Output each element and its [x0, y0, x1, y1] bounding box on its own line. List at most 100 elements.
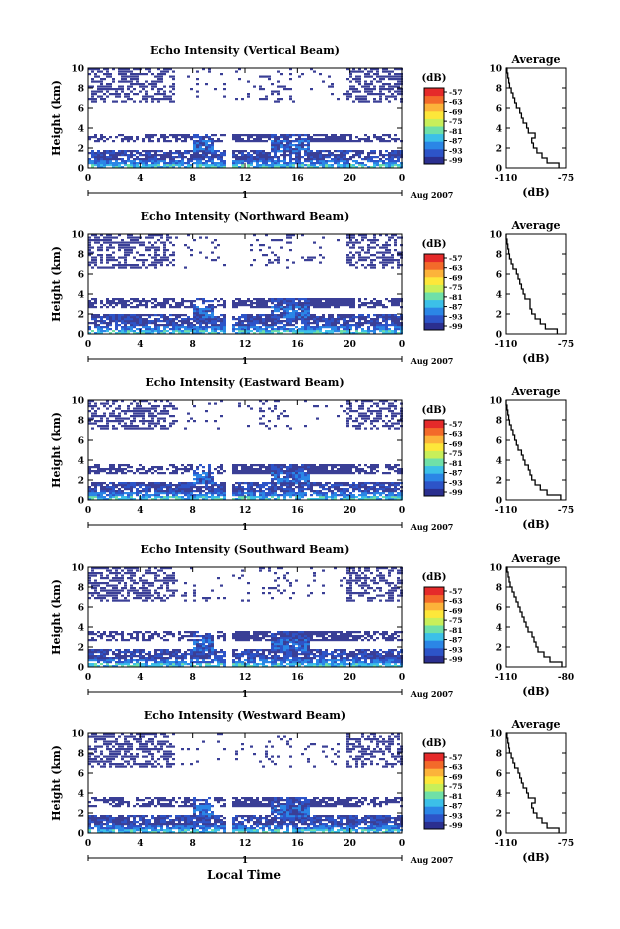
- echo-cell: [238, 494, 241, 497]
- echo-cell: [160, 256, 163, 259]
- echo-cell: [304, 160, 307, 163]
- echo-cell: [322, 164, 325, 167]
- echo-cell: [184, 322, 187, 325]
- echo-cell: [217, 490, 220, 493]
- echo-cell: [199, 476, 202, 479]
- echo-cell: [97, 160, 100, 163]
- echo-cell: [142, 322, 145, 325]
- echo-cell: [106, 314, 109, 317]
- echo-cell: [343, 410, 346, 413]
- echo-cell: [193, 154, 196, 157]
- echo-cell: [256, 468, 259, 471]
- echo-cell: [172, 407, 175, 410]
- echo-cell: [112, 150, 115, 153]
- echo-cell: [340, 314, 343, 317]
- echo-cell: [325, 496, 328, 499]
- echo-cell: [316, 318, 319, 321]
- echo-cell: [298, 478, 301, 481]
- echo-cell: [277, 304, 280, 307]
- echo-cell: [352, 90, 355, 93]
- echo-cell: [214, 482, 217, 485]
- colorbar-tick-label: -57: [449, 254, 463, 263]
- echo-cell: [91, 496, 94, 499]
- echo-cell: [349, 466, 352, 469]
- echo-cell: [373, 468, 376, 471]
- echo-cell: [373, 496, 376, 499]
- echo-cell: [301, 492, 304, 495]
- echo-cell: [208, 158, 211, 161]
- echo-cell: [109, 75, 112, 78]
- echo-cell: [121, 482, 124, 485]
- echo-cell: [286, 490, 289, 493]
- echo-cell: [271, 324, 274, 327]
- echo-cell: [388, 402, 391, 405]
- echo-cell: [397, 90, 400, 93]
- echo-cell: [286, 478, 289, 481]
- echo-cell: [124, 417, 127, 420]
- echo-cell: [187, 316, 190, 319]
- echo-cell: [157, 330, 160, 333]
- echo-cell: [382, 490, 385, 493]
- echo-cell: [370, 427, 373, 430]
- echo-cell: [196, 142, 199, 145]
- echo-cell: [322, 298, 325, 301]
- echo-cell: [187, 490, 190, 493]
- echo-cell: [277, 93, 280, 96]
- echo-cell: [259, 154, 262, 157]
- echo-cell: [106, 150, 109, 153]
- echo-cell: [334, 326, 337, 329]
- echo-cell: [250, 134, 253, 137]
- echo-cell: [196, 314, 199, 317]
- echo-cell: [274, 136, 277, 139]
- echo-cell: [388, 160, 391, 163]
- echo-cell: [370, 160, 373, 163]
- echo-cell: [109, 472, 112, 475]
- echo-cell: [274, 308, 277, 311]
- echo-cell: [277, 316, 280, 319]
- echo-cell: [334, 330, 337, 333]
- echo-cell: [328, 156, 331, 159]
- echo-cell: [130, 75, 133, 78]
- echo-cell: [292, 302, 295, 305]
- echo-cell: [208, 152, 211, 155]
- echo-cell: [370, 405, 373, 408]
- echo-cell: [247, 154, 250, 157]
- average-y-tick-label: 0: [496, 165, 502, 175]
- echo-cell: [244, 320, 247, 323]
- echo-cell: [175, 328, 178, 331]
- echo-cell: [88, 244, 91, 247]
- echo-cell: [118, 266, 121, 269]
- echo-cell: [301, 298, 304, 301]
- echo-cell: [295, 472, 298, 475]
- echo-cell: [283, 484, 286, 487]
- echo-cell: [154, 300, 157, 303]
- echo-cell: [169, 318, 172, 321]
- echo-cell: [151, 320, 154, 323]
- echo-cell: [298, 164, 301, 167]
- echo-cell: [379, 484, 382, 487]
- echo-cell: [106, 498, 109, 501]
- echo-cell: [262, 422, 265, 425]
- echo-cell: [388, 496, 391, 499]
- echo-cell: [169, 320, 172, 323]
- echo-cell: [235, 332, 238, 335]
- echo-cell: [130, 322, 133, 325]
- echo-cell: [166, 412, 169, 415]
- echo-cell: [262, 88, 265, 91]
- echo-cell: [217, 470, 220, 473]
- echo-cell: [211, 496, 214, 499]
- echo-cell: [187, 322, 190, 325]
- echo-cell: [346, 324, 349, 327]
- echo-cell: [103, 405, 106, 408]
- echo-cell: [358, 484, 361, 487]
- echo-cell: [100, 256, 103, 259]
- echo-cell: [295, 318, 298, 321]
- echo-cell: [343, 328, 346, 331]
- echo-cell: [112, 158, 115, 161]
- echo-cell: [385, 407, 388, 410]
- echo-cell: [163, 254, 166, 257]
- echo-cell: [346, 166, 349, 169]
- echo-cell: [376, 326, 379, 329]
- echo-cell: [94, 332, 97, 335]
- echo-cell: [349, 164, 352, 167]
